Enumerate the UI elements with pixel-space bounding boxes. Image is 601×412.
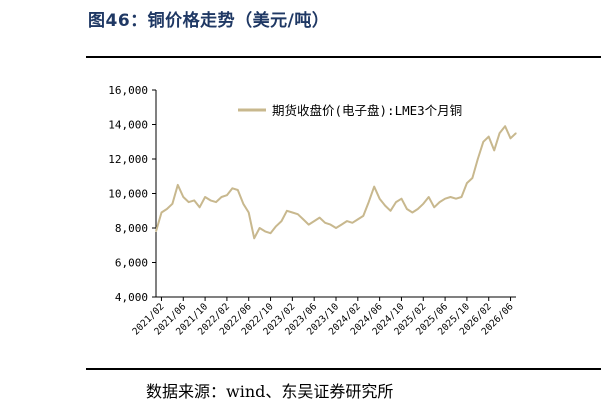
data-point	[280, 220, 283, 222]
data-point	[406, 208, 408, 210]
data-point	[368, 201, 370, 203]
y-tick-label: 16,000	[108, 84, 148, 97]
data-point	[389, 210, 392, 212]
data-point	[248, 211, 250, 214]
data-point	[455, 198, 457, 200]
data-point	[177, 184, 179, 186]
data-point	[351, 222, 353, 224]
data-point	[384, 204, 386, 207]
y-tick-label: 6,000	[115, 257, 148, 270]
data-point	[444, 198, 446, 200]
data-point	[215, 201, 217, 203]
data-point	[188, 201, 190, 203]
data-point	[166, 208, 168, 210]
data-point	[297, 213, 299, 215]
data-point	[411, 211, 413, 214]
data-point	[160, 211, 163, 214]
y-tick-label: 12,000	[108, 153, 148, 166]
data-point	[439, 201, 441, 203]
data-point	[259, 227, 261, 229]
top-rule	[86, 56, 601, 58]
data-point	[308, 223, 310, 226]
y-tick-label: 8,000	[115, 222, 148, 235]
data-point	[449, 196, 452, 198]
data-point	[433, 206, 435, 208]
data-point	[209, 199, 212, 201]
y-tick-label: 4,000	[115, 291, 148, 304]
data-point	[226, 194, 228, 196]
data-point	[155, 230, 157, 233]
data-point	[379, 198, 381, 200]
data-point	[275, 225, 277, 227]
data-point	[319, 217, 321, 219]
data-point	[340, 223, 343, 226]
data-point	[204, 196, 206, 198]
data-point	[466, 182, 468, 184]
data-point	[302, 218, 304, 220]
data-point	[417, 208, 419, 210]
data-point	[286, 210, 288, 212]
y-tick-label: 10,000	[108, 188, 148, 201]
data-point	[395, 201, 397, 203]
data-point	[313, 220, 315, 222]
figure-title: 图46：铜价格走势（美元/吨）	[88, 11, 330, 31]
copper-price-line	[155, 125, 517, 240]
data-point	[509, 137, 512, 139]
bottom-rule	[86, 368, 601, 370]
data-point	[362, 215, 364, 217]
data-point	[493, 149, 495, 151]
data-point	[471, 177, 473, 179]
data-point	[220, 196, 223, 198]
data-point	[335, 227, 337, 229]
data-point	[253, 237, 255, 239]
data-source: 数据来源：wind、东吴证券研究所	[146, 382, 394, 401]
data-point	[199, 206, 201, 208]
data-point	[428, 196, 430, 198]
data-point	[357, 218, 359, 220]
data-point	[193, 199, 195, 201]
data-point	[422, 203, 424, 205]
data-point	[329, 223, 332, 226]
data-point	[477, 158, 479, 160]
y-tick-label: 14,000	[108, 119, 148, 132]
data-point	[373, 186, 375, 188]
data-point	[499, 132, 501, 134]
data-point	[504, 125, 506, 127]
data-point	[400, 198, 403, 200]
data-point	[182, 196, 184, 198]
data-point	[231, 187, 233, 189]
data-point	[171, 203, 173, 205]
data-point	[488, 135, 490, 138]
copper-price-chart: 4,0006,0008,00010,00012,00014,00016,0002…	[108, 84, 517, 337]
data-point	[346, 220, 348, 222]
legend-label: 期货收盘价(电子盘):LME3个月铜	[272, 103, 462, 118]
data-point	[242, 203, 244, 205]
data-point	[460, 196, 463, 198]
data-point	[291, 211, 293, 214]
data-point	[324, 222, 326, 224]
data-point	[237, 189, 239, 191]
data-point	[515, 132, 517, 134]
data-point	[482, 141, 484, 143]
data-point	[269, 232, 272, 234]
data-point	[264, 230, 266, 233]
